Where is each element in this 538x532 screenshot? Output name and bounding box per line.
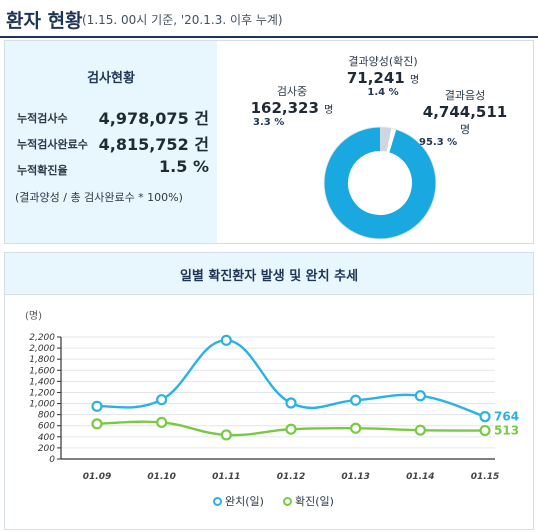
stat-label: 누적검사완료수 [17,138,88,151]
y-unit-label: (명) [25,310,42,322]
data-point [479,411,491,423]
donut-label-percent: 1.4 % [367,87,399,98]
stat-value: 1.5 % [159,157,209,176]
y-tick-label: 1,400 [29,377,55,387]
positive-rate-formula-note: (결과양성 / 총 검사완료수 * 100%) [15,191,183,204]
x-tick-label: 01.10 [147,472,175,482]
trend-chart-title: 일별 확진환자 발생 및 완치 추세 [179,269,359,284]
donut-label-negative: 결과음성 4,744,511 명 95.3 % [417,87,513,148]
data-point [91,400,103,412]
stat-row-completed-tests: 누적검사완료수 4,815,752 건 [17,131,209,154]
page-title: 환자 현황 [6,10,83,32]
legend-label: 완치(일) [225,495,264,508]
donut-label-percent: 3.3 % [253,117,285,128]
donut-label-count: 4,744,511 [422,103,508,121]
y-tick-label: 600 [38,422,55,432]
data-point [350,422,362,434]
data-point [156,394,168,406]
series-end-label: 764 [494,410,519,424]
y-tick-label: 1,000 [29,400,55,410]
donut-label-unit: 명 [324,105,334,116]
data-point [479,424,491,437]
stat-label: 누적확진율 [17,164,68,177]
data-point [414,424,426,436]
test-result-donut-area: 검사중 162,323 명 3.3 % 결과양성(확진) 71,241 명 1.… [217,41,533,243]
data-point [220,429,232,441]
y-tick-label: 800 [38,411,55,421]
y-tick-label: 2,000 [29,344,55,354]
stat-label: 누적검사수 [17,112,68,125]
donut-label-testing: 검사중 162,323 명 3.3 % [247,83,337,128]
test-result-donut-chart [323,126,437,240]
x-tick-label: 01.09 [83,472,111,482]
y-tick-label: 2,200 [29,333,55,343]
donut-slice [324,127,436,239]
donut-label-name: 결과음성 [444,89,486,102]
x-tick-label: 01.11 [212,472,240,482]
y-tick-label: 0 [49,455,55,465]
y-tick-label: 1,200 [29,388,55,398]
donut-slice [324,127,436,239]
x-tick-label: 01.15 [471,472,499,482]
donut-outline [323,126,437,240]
trend-title-band [5,253,533,295]
x-tick-label: 01.14 [406,472,434,482]
donut-label-positive: 결과양성(확진) 71,241 명 1.4 % [333,53,433,98]
recovered-marker-icon [213,497,222,506]
y-tick-label: 400 [38,433,55,443]
testing-summary-panel: 검사현황 누적검사수 4,978,075 건 누적검사완료수 4,815,752… [5,41,217,243]
donut-label-name: 결과양성(확진) [348,55,418,68]
donut-label-percent: 95.3 % [419,137,458,148]
confirmed-marker-icon [283,497,292,506]
donut-label-unit: 명 [409,75,420,86]
data-point [285,423,297,435]
legend-label: 확진(일) [295,495,334,508]
stat-row-total-tests: 누적검사수 4,978,075 건 [17,105,209,128]
page-subtitle: (1.15. 00시 기준, '20.1.3. 이후 누계) [82,13,283,27]
data-point [220,334,232,346]
y-tick-label: 1,800 [29,355,55,365]
legend-item-recovered: 완치(일) [213,493,264,509]
data-point [91,418,103,430]
y-tick-label: 1,600 [29,366,55,376]
header-divider [0,36,538,38]
trend-legend: 완치(일) 확진(일) [213,493,353,509]
donut-label-count: 71,241 [346,69,405,87]
series-end-label: 513 [494,424,519,438]
data-point [156,416,168,429]
legend-item-confirmed: 확진(일) [283,493,334,509]
y-tick-label: 200 [38,444,55,454]
data-point [350,394,362,406]
stat-value: 4,978,075 건 [98,109,209,128]
donut-slice [324,127,436,240]
stat-value: 4,815,752 건 [98,135,209,154]
data-point [285,397,297,409]
stat-row-positive-rate: 누적확진율 1.5 % [17,157,209,179]
x-tick-label: 01.13 [341,472,369,482]
page-header: 환자 현황 (1.15. 00시 기준, '20.1.3. 이후 누계) [0,0,538,34]
testing-summary-heading: 검사현황 [87,71,135,86]
donut-label-unit: 명 [459,123,471,136]
donut-label-name: 검사중 [276,85,308,98]
data-point [414,390,426,402]
x-tick-label: 01.12 [277,472,305,482]
testing-status-card: 검사현황 누적검사수 4,978,075 건 누적검사완료수 4,815,752… [4,40,534,244]
daily-trend-card: 일별 확진환자 발생 및 완치 추세 (명) 2,200 2,000 1,800 1,6… [4,252,534,530]
donut-label-count: 162,323 [250,99,319,117]
